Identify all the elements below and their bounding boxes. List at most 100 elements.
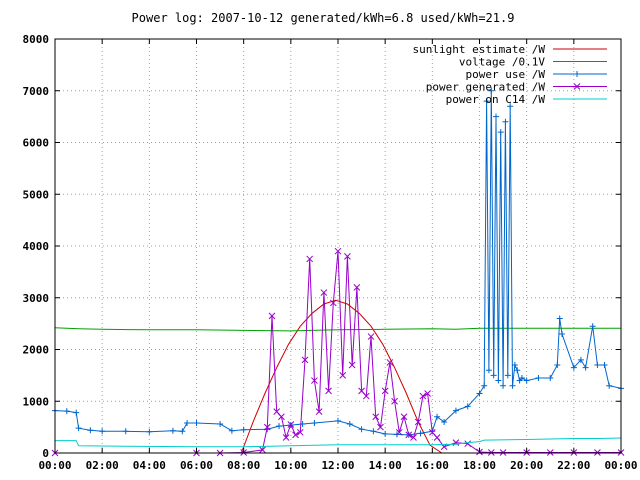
series-line — [54, 327, 621, 332]
data-point — [311, 377, 318, 384]
x-tick-label: 16:00 — [416, 459, 449, 472]
data-point — [346, 421, 353, 428]
x-tick-label: 06:00 — [180, 459, 213, 472]
x-tick-label: 00:00 — [38, 459, 71, 472]
data-point — [381, 387, 389, 395]
data-point — [193, 419, 200, 426]
grid-lines — [55, 39, 621, 453]
data-point — [547, 374, 554, 381]
data-point — [63, 408, 70, 415]
data-point — [391, 397, 398, 405]
data-point — [514, 367, 521, 374]
data-point — [217, 421, 224, 428]
x-tick-label: 20:00 — [510, 459, 543, 472]
data-point — [464, 403, 471, 410]
data-point — [306, 255, 314, 263]
y-tick-label: 5000 — [23, 188, 50, 201]
data-point — [504, 372, 511, 379]
y-tick-label: 3000 — [23, 292, 50, 305]
data-point — [554, 362, 561, 369]
data-point — [507, 103, 514, 110]
x-tick-label: 04:00 — [133, 459, 166, 472]
data-point — [287, 421, 295, 428]
data-point — [464, 440, 472, 448]
data-point — [535, 374, 542, 381]
data-point — [335, 417, 341, 424]
data-point — [414, 418, 422, 426]
data-point — [441, 418, 448, 425]
y-tick-label: 8000 — [23, 33, 50, 46]
data-point — [570, 364, 577, 371]
data-point — [370, 428, 377, 435]
data-point — [99, 428, 106, 435]
x-tick-label: 18:00 — [463, 459, 496, 472]
data-point — [240, 426, 247, 433]
data-point — [601, 362, 608, 369]
data-point — [348, 361, 356, 369]
data-point — [488, 87, 495, 94]
data-point — [417, 430, 424, 437]
data-point — [589, 323, 596, 330]
x-tick-label: 08:00 — [227, 459, 260, 472]
x-tick-label: 02:00 — [86, 459, 119, 472]
data-point — [511, 362, 518, 369]
data-point — [405, 431, 413, 439]
data-point — [495, 377, 502, 384]
data-point — [87, 427, 94, 434]
x-axis: 00:00 02:00 04:00 06:00 08:00 10:00 12:00 14:00… — [38, 39, 638, 472]
data-point — [339, 372, 347, 379]
legend-label: voltage /0.1V — [459, 56, 545, 69]
series-1 — [54, 327, 621, 332]
legend-label: power generated /W — [426, 81, 546, 94]
data-point — [485, 367, 492, 374]
legend-marker — [573, 83, 581, 90]
data-point — [315, 408, 323, 415]
data-point — [184, 419, 191, 426]
data-point — [518, 374, 525, 381]
data-point — [344, 252, 351, 260]
data-point — [433, 434, 441, 441]
data-point — [382, 430, 389, 437]
x-tick-label: 00:00 — [604, 459, 637, 472]
data-point — [377, 423, 384, 431]
data-point — [500, 382, 507, 389]
data-point — [509, 382, 516, 389]
x-tick-label: 10:00 — [274, 459, 307, 472]
data-point — [424, 390, 431, 397]
data-point — [358, 426, 365, 433]
data-point — [353, 284, 361, 291]
data-point — [493, 113, 500, 120]
data-point — [146, 428, 153, 435]
data-point — [483, 98, 490, 105]
legend-label: sunlight estimate /W — [413, 43, 546, 56]
data-point — [497, 129, 504, 136]
data-point — [606, 382, 613, 389]
data-point — [311, 419, 318, 426]
x-tick-label: 22:00 — [557, 459, 590, 472]
series-2 — [52, 87, 624, 438]
data-point — [169, 427, 176, 434]
data-point — [372, 413, 380, 421]
data-point — [410, 434, 417, 441]
data-point — [367, 333, 375, 340]
data-point — [276, 423, 283, 430]
data-point — [546, 449, 554, 456]
y-tick-label: 2000 — [23, 344, 50, 357]
y-axis: 0 1000 2000 3000 4000 5000 6000 7000 8000 — [23, 33, 621, 460]
data-point — [362, 392, 370, 400]
data-point — [582, 364, 589, 371]
data-point — [122, 428, 129, 435]
data-point — [75, 425, 82, 432]
data-point — [259, 446, 266, 454]
data-point — [502, 118, 509, 125]
data-point — [419, 392, 427, 400]
series-line — [55, 437, 622, 448]
data-point — [263, 423, 271, 431]
data-point — [296, 428, 304, 436]
data-point — [523, 377, 530, 384]
data-point — [452, 407, 459, 414]
series-4 — [55, 437, 622, 448]
data-point — [292, 431, 299, 439]
